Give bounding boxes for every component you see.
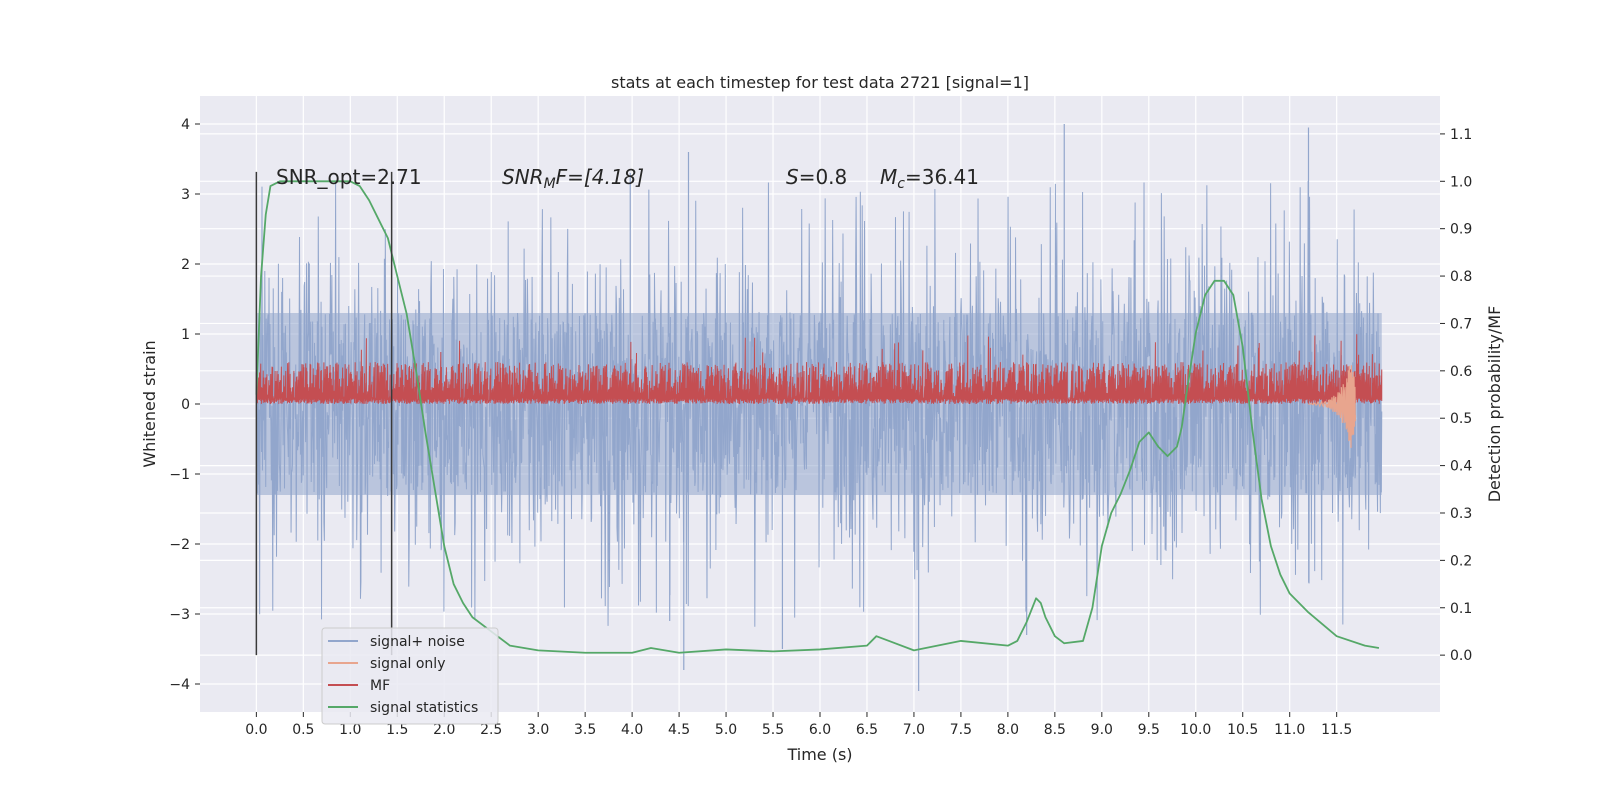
- x-tick-label: 10.0: [1180, 722, 1211, 738]
- y2-tick-label: 0.8: [1450, 269, 1472, 285]
- y2-tick-label: 0.0: [1450, 648, 1472, 664]
- x-tick-label: 9.0: [1091, 722, 1113, 738]
- y-axis-title: Whitened strain: [140, 340, 159, 467]
- x-tick-label: 4.0: [621, 722, 643, 738]
- series-signal-statistics-line: [255, 180, 1380, 654]
- annotation-mc: Mc=36.41: [880, 165, 979, 192]
- y-axis-left: −4 −3 −2 −1 0 1 2 3 4: [169, 117, 200, 693]
- vertical-markers: [255, 171, 393, 656]
- y2-tick-label: 0.6: [1450, 364, 1472, 380]
- legend: signal+ noise signal only MF signal stat…: [321, 627, 499, 725]
- y2-tick-label: 0.9: [1450, 222, 1472, 238]
- x-tick-label: 3.5: [574, 722, 596, 738]
- y-tick-label: −4: [169, 677, 190, 693]
- x-tick-label: 2.0: [433, 722, 455, 738]
- y-tick-label: −3: [169, 607, 190, 623]
- y-tick-label: 1: [181, 327, 190, 343]
- x-tick-label: 8.5: [1044, 722, 1066, 738]
- series-signal-noise-line: [255, 180, 1383, 627]
- x-tick-label: 4.5: [668, 722, 690, 738]
- legend-box: [321, 627, 499, 725]
- y2-tick-label: 1.0: [1450, 174, 1472, 190]
- legend-label-signal-noise: signal+ noise: [370, 634, 465, 650]
- y-tick-label: 3: [181, 187, 190, 203]
- x-tick-label: 5.5: [762, 722, 784, 738]
- chart-title: stats at each timestep for test data 272…: [611, 73, 1029, 92]
- x-tick-label: 2.5: [480, 722, 502, 738]
- legend-label-mf: MF: [370, 678, 390, 694]
- x-tick-label: 0.5: [292, 722, 314, 738]
- annotation-s: S=0.8: [786, 165, 847, 189]
- x-tick-label: 9.5: [1138, 722, 1160, 738]
- x-tick-label: 7.0: [903, 722, 925, 738]
- x-tick-label: 0.0: [245, 722, 267, 738]
- x-tick-label: 1.5: [386, 722, 408, 738]
- x-tick-label: 3.0: [527, 722, 549, 738]
- x-tick-label: 6.5: [856, 722, 878, 738]
- series-mf-line: [255, 334, 1383, 405]
- series-signal-only-line: [1308, 365, 1357, 448]
- y2-tick-label: 0.2: [1450, 553, 1472, 569]
- annotations: SNR_opt=2.71 SNRMF=[4.18] S=0.8 Mc=36.41: [276, 165, 979, 192]
- y-tick-label: 2: [181, 257, 190, 273]
- x-tick-label: 5.0: [715, 722, 737, 738]
- x-tick-label: 7.5: [950, 722, 972, 738]
- y-tick-label: 4: [181, 117, 190, 133]
- x-tick-label: 6.0: [809, 722, 831, 738]
- legend-label-signal-only: signal only: [370, 656, 445, 672]
- y2-tick-label: 1.1: [1450, 127, 1472, 143]
- y2-tick-label: 0.4: [1450, 459, 1472, 475]
- x-tick-label: 11.0: [1274, 722, 1305, 738]
- x-tick-label: 11.5: [1321, 722, 1352, 738]
- legend-label-signal-statistics: signal statistics: [370, 700, 478, 716]
- y2-tick-label: 0.5: [1450, 411, 1472, 427]
- x-tick-label: 10.5: [1227, 722, 1258, 738]
- annotation-snr-opt: SNR_opt=2.71: [276, 165, 422, 189]
- y2-axis-title: Detection probability/MF: [1485, 306, 1504, 503]
- data-layer: [255, 124, 1383, 691]
- annotation-snr-mf: SNRMF=[4.18]: [502, 165, 644, 192]
- x-axis-title: Time (s): [786, 745, 852, 764]
- y2-tick-label: 0.7: [1450, 316, 1472, 332]
- x-axis: 0.0 0.5 1.0 1.5 2.0 2.5 3.0 3.5 4.0 4.5 5.0 5.5 6.0 6…: [245, 712, 1352, 738]
- y-tick-label: −1: [169, 467, 190, 483]
- y-tick-label: −2: [169, 537, 190, 553]
- x-tick-label: 1.0: [339, 722, 361, 738]
- series-signal-noise-core: [256, 313, 1382, 495]
- y-tick-label: 0: [181, 397, 190, 413]
- x-tick-label: 8.0: [997, 722, 1019, 738]
- y-axis-right: 0.0 0.1 0.2 0.3 0.4 0.5 0.6 0.7 0.8 0.9 1.0 1.1: [1440, 127, 1472, 664]
- y2-tick-label: 0.1: [1450, 601, 1472, 617]
- y2-tick-label: 0.3: [1450, 506, 1472, 522]
